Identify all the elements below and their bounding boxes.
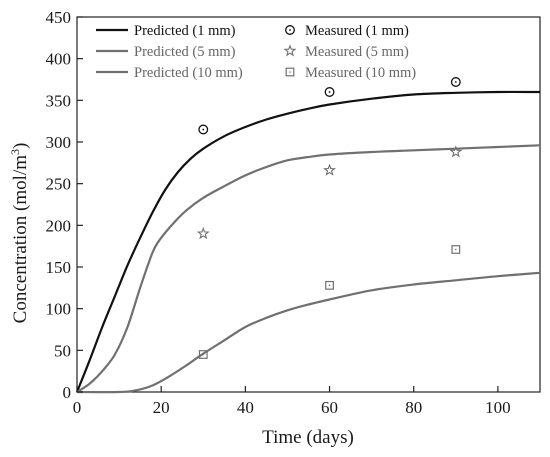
- marker-measured-1-mm: [198, 124, 209, 135]
- y-tick-label: 350: [46, 91, 72, 110]
- marker-measured-1-mm-center: [202, 128, 205, 131]
- marker-measured-10-mm: [198, 350, 208, 359]
- y-axis-title-main: Concentration (mol/m: [10, 155, 31, 324]
- marker-measured-10-mm-center: [455, 248, 457, 251]
- y-tick-label: 50: [54, 341, 71, 360]
- y-tick-label: 300: [46, 133, 72, 152]
- legend-label: Predicted (1 mm): [134, 23, 236, 39]
- legend-entry-predicted-1-mm: Predicted (1 mm): [96, 23, 236, 39]
- plot-area: [75, 16, 541, 394]
- x-tick-label: 20: [153, 398, 170, 417]
- marker-measured-10-mm: [325, 280, 334, 290]
- legend-entry-measured-1-mm: Measured (1 mm): [285, 23, 409, 39]
- y-tick-label: 450: [46, 8, 72, 27]
- marker-measured-1-mm: [450, 77, 461, 87]
- y-axis-title-superscript: 3: [8, 149, 22, 155]
- y-tick-label: 100: [46, 300, 72, 319]
- marker-measured-5-mm: [323, 163, 336, 176]
- marker-measured-1-mm: [324, 87, 335, 97]
- legend-entry-measured-5-mm: Measured (5 mm): [283, 44, 409, 60]
- marker-measured-5-mm: [449, 145, 463, 158]
- legend-label: Measured (1 mm): [305, 23, 409, 39]
- series-line-predicted-5-mm: [76, 144, 541, 393]
- legend-entry-measured-10-mm: Measured (10 mm): [285, 65, 416, 81]
- series-markers-measured-10-mm: [198, 245, 461, 359]
- x-tick-label: 0: [73, 398, 82, 417]
- x-tick-label: 80: [405, 398, 422, 417]
- y-axis-title: Concentration (mol/m3): [8, 143, 31, 324]
- legend-marker: [285, 67, 295, 77]
- legend-entry-predicted-5-mm: Predicted (5 mm): [96, 44, 236, 60]
- series-line-predicted-10-mm: [76, 271, 541, 394]
- y-tick-label: 400: [46, 50, 72, 69]
- marker-measured-1-mm-center: [454, 81, 457, 83]
- legend-label: Predicted (10 mm): [134, 65, 243, 81]
- y-axis: 0 50 100 150 200 250 300 350 400 450: [46, 8, 83, 402]
- legend: Predicted (1 mm) Predicted (5 mm) Predicte…: [96, 23, 416, 81]
- x-tick-label: 60: [321, 398, 338, 417]
- plot-frame: [76, 16, 541, 393]
- legend-marker: [285, 25, 295, 35]
- legend-label: Measured (10 mm): [305, 65, 416, 81]
- x-tick-label: 40: [237, 398, 254, 417]
- legend-marker-center: [289, 29, 291, 31]
- legend-label: Predicted (5 mm): [134, 44, 236, 60]
- x-tick-label: 100: [485, 398, 511, 417]
- series-line-predicted-1-mm: [75, 90, 541, 393]
- series-markers-measured-1-mm: [198, 77, 461, 135]
- series-markers-measured-5-mm: [196, 145, 463, 240]
- y-axis-title-close: ): [10, 143, 31, 149]
- legend-entry-predicted-10-mm: Predicted (10 mm): [96, 65, 243, 81]
- y-tick-label: 0: [63, 383, 72, 402]
- marker-measured-10-mm: [451, 245, 461, 254]
- marker-measured-1-mm-center: [328, 91, 331, 93]
- x-axis: 0 20 40 60 80 100: [73, 386, 511, 417]
- marker-measured-10-mm-center: [202, 353, 205, 356]
- y-tick-label: 200: [46, 216, 72, 235]
- marker-measured-10-mm-center: [328, 284, 331, 287]
- legend-marker: [283, 44, 297, 57]
- legend-label: Measured (5 mm): [305, 44, 409, 60]
- legend-marker-center: [289, 71, 291, 73]
- x-axis-title: Time (days): [262, 427, 354, 448]
- y-tick-label: 250: [46, 175, 72, 194]
- marker-measured-5-mm: [196, 226, 210, 240]
- y-tick-label: 150: [46, 258, 72, 277]
